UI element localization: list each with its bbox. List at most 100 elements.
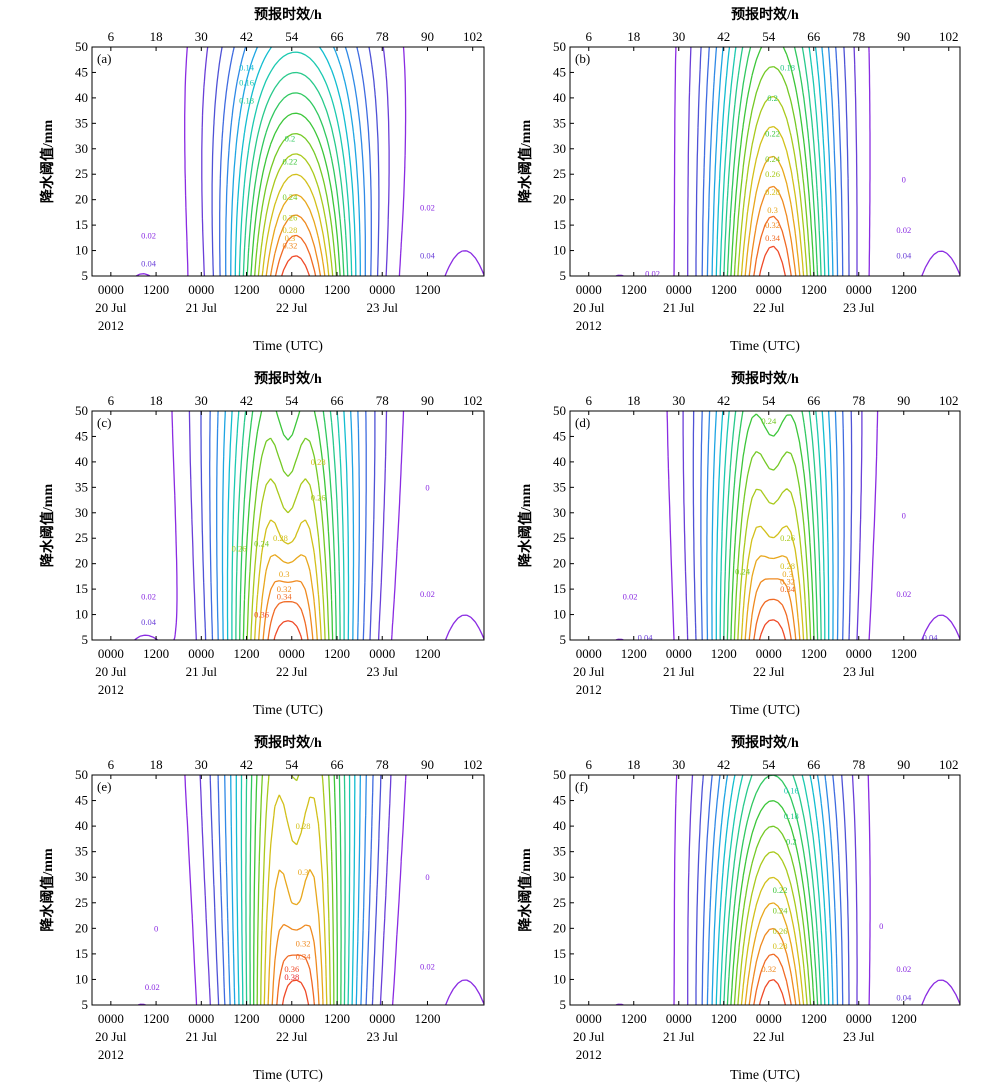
contour-label: 0.26 — [282, 212, 297, 222]
top-tick-label: 66 — [807, 757, 821, 772]
contour-label: 0.16 — [239, 78, 254, 88]
contour-0.24 — [733, 825, 812, 1005]
contour-label: 0.36 — [284, 964, 299, 974]
contour-label: 0.28 — [282, 225, 297, 235]
contour-label: 0.04 — [896, 992, 912, 1002]
contour-0.08 — [219, 47, 372, 276]
x-tick-label: 1200 — [711, 1011, 737, 1026]
y-tick-label: 20 — [553, 192, 566, 207]
y-tick-label: 10 — [75, 607, 88, 622]
contour-label: 0 — [425, 872, 429, 882]
top-tick-label: 30 — [672, 393, 685, 408]
contour-label: 0.02 — [420, 202, 435, 212]
contour-0.16 — [238, 51, 353, 276]
contour-0.34 — [274, 234, 317, 276]
contour-0.28 — [263, 794, 328, 1005]
contour-0.06 — [209, 775, 382, 1005]
y-tick-label: 50 — [75, 403, 88, 418]
contour-0.04 — [687, 775, 858, 1005]
contour-0.12 — [711, 411, 834, 640]
contour-0.26 — [737, 851, 808, 1005]
contour-0.06 — [200, 411, 376, 640]
top-tick-label: 78 — [852, 393, 865, 408]
top-tick-label: 90 — [421, 393, 434, 408]
contour-label: 0.34 — [780, 584, 796, 594]
y-tick-label: 15 — [75, 217, 88, 232]
contour-label: 0.02 — [896, 964, 911, 974]
contour-0.04 — [199, 775, 392, 1005]
top-tick-label: 6 — [108, 29, 115, 44]
year-label: 2012 — [576, 1047, 602, 1062]
contour-0.14 — [226, 411, 350, 640]
contour-0.16 — [719, 411, 826, 640]
top-tick-label: 102 — [463, 393, 483, 408]
x-tick-label: 0000 — [756, 1011, 782, 1026]
y-tick-label: 35 — [553, 115, 566, 130]
plot-frame — [569, 410, 961, 641]
top-tick-label: 6 — [108, 393, 115, 408]
contour-label: 0.34 — [765, 233, 781, 243]
contour-0.26 — [737, 95, 808, 276]
contour-0.06 — [211, 47, 380, 276]
panel-d: 0.24 0.26 0.24 0.280.30.320.34 0.02 0.04 0 0.02… — [517, 370, 961, 718]
x-tick-label: 0000 — [666, 646, 692, 661]
contour-0.08 — [700, 411, 845, 640]
contour-label: 0.24 — [765, 154, 781, 164]
y-tick-label: 15 — [553, 217, 566, 232]
top-tick-label: 102 — [463, 757, 483, 772]
y-tick-label: 50 — [553, 767, 566, 782]
y-tick-label: 45 — [553, 428, 566, 443]
date-label: 21 Jul — [663, 664, 695, 679]
contour-label: 0.04 — [896, 251, 912, 261]
year-label: 2012 — [98, 318, 124, 333]
contour-label: 0.3 — [285, 233, 296, 243]
contour-label: 0.28 — [765, 187, 780, 197]
date-label: 21 Jul — [663, 300, 695, 315]
x-tick-label: 1200 — [414, 282, 440, 297]
date-label: 21 Jul — [663, 1029, 695, 1044]
y-tick-label: 50 — [75, 767, 88, 782]
contour-label: 0.04 — [141, 617, 157, 627]
contour-0.06 — [695, 47, 850, 276]
y-tick-label: 40 — [75, 818, 88, 833]
contour-0.1 — [225, 47, 366, 276]
x-tick-label: 1200 — [414, 1011, 440, 1026]
contour-0.16 — [240, 775, 351, 1005]
contour-label: 0.04 — [420, 251, 436, 261]
x-tick-label: 0000 — [666, 1011, 692, 1026]
contour-label: 0.02 — [141, 230, 156, 240]
y-tick-label: 25 — [75, 166, 88, 181]
contour-label: 0.2 — [285, 134, 296, 144]
x-tick-label: 0000 — [279, 282, 305, 297]
contour-0.26 — [250, 478, 326, 640]
y-tick-label: 40 — [553, 90, 566, 105]
top-tick-label: 18 — [150, 757, 163, 772]
contour-0.32 — [271, 923, 320, 1005]
contour-label: 0 — [425, 482, 429, 492]
x-tick-label: 0000 — [369, 1011, 395, 1026]
contour-label: 0.24 — [735, 566, 751, 576]
top-tick-label: 90 — [421, 29, 434, 44]
y-tick-label: 10 — [553, 971, 566, 986]
contour-0.28 — [740, 125, 805, 276]
y-axis-title: 降水阈值/mm — [517, 848, 534, 932]
contour-0.18 — [242, 71, 349, 276]
contour-label: 0.02 — [623, 592, 638, 602]
contour-label: 0.02 — [645, 268, 660, 278]
y-tick-label: 30 — [75, 505, 88, 520]
x-tick-label: 1200 — [143, 1011, 169, 1026]
contour-label: 0.28 — [311, 457, 326, 467]
contour-0.36 — [281, 255, 311, 276]
x-axis-title: Time (UTC) — [253, 1068, 323, 1083]
top-tick-label: 6 — [586, 757, 593, 772]
x-tick-label: 1200 — [711, 282, 737, 297]
contour-0.24 — [733, 65, 812, 276]
date-label: 20 Jul — [95, 300, 127, 315]
y-tick-label: 45 — [75, 428, 88, 443]
x-tick-label: 1200 — [621, 646, 647, 661]
y-axis-title: 降水阈值/mm — [517, 120, 534, 204]
year-label: 2012 — [576, 682, 602, 697]
contour-label: 0.32 — [277, 584, 292, 594]
contour-0.36 — [758, 619, 787, 640]
contour-0.34 — [753, 953, 792, 1005]
